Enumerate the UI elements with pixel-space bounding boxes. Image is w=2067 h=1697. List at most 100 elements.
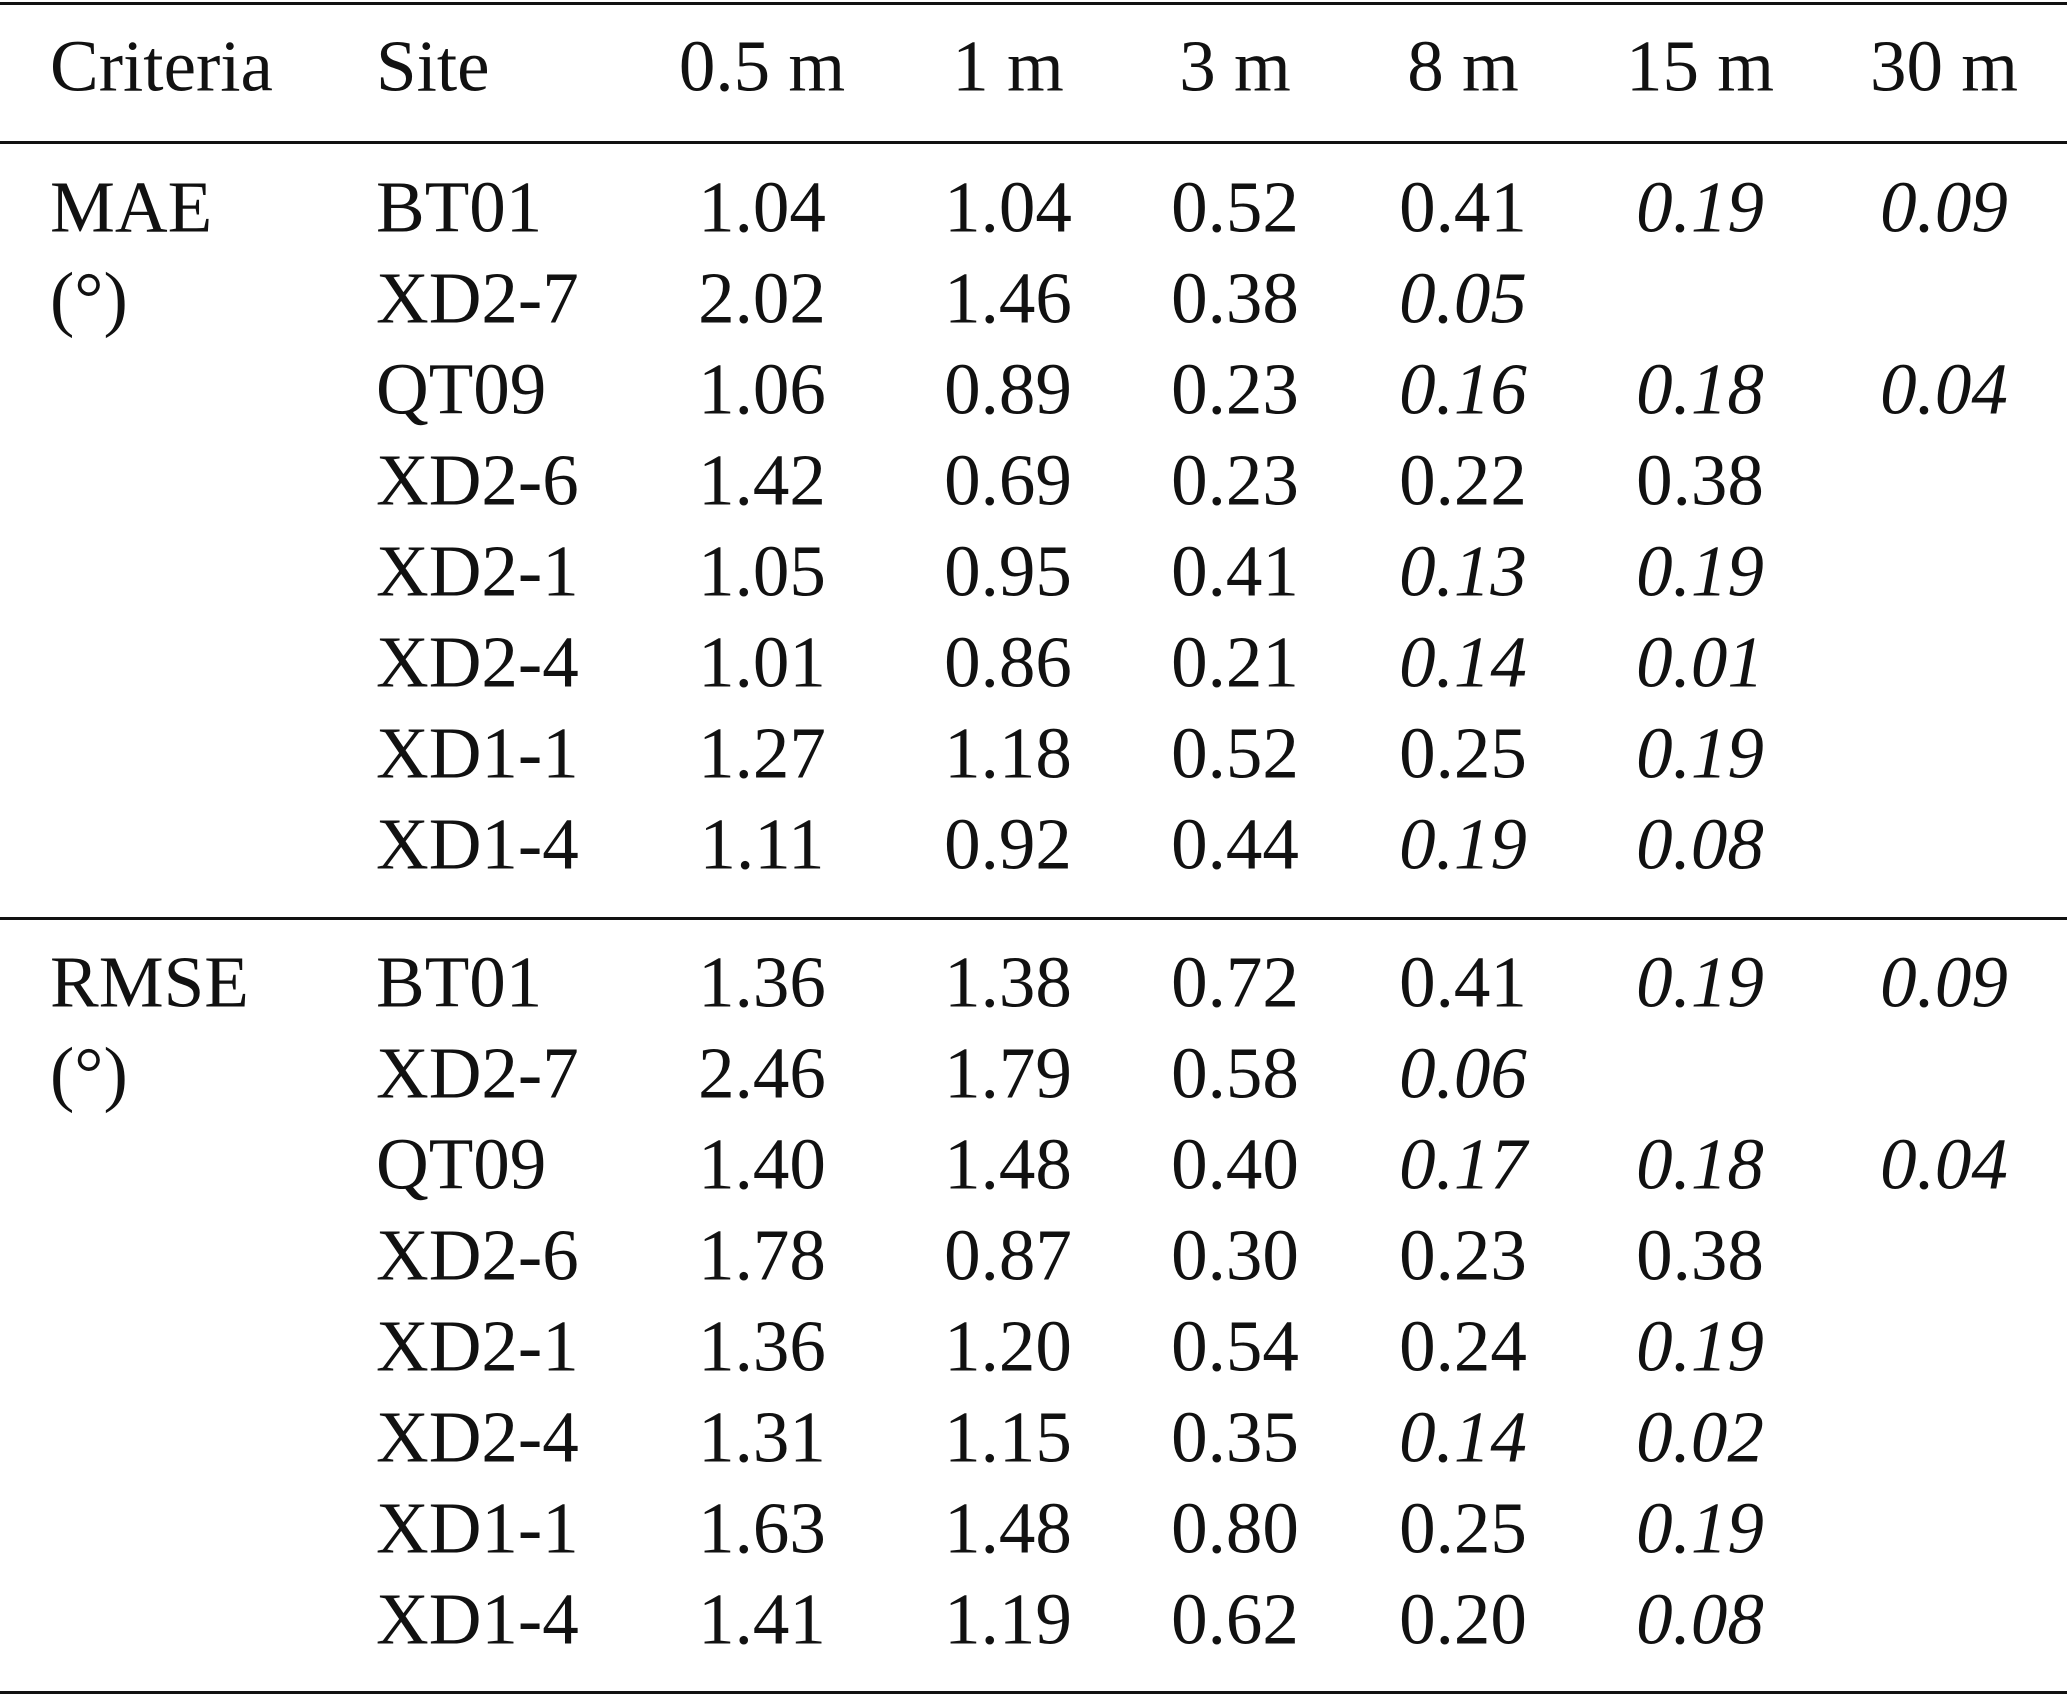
value: 0.05 xyxy=(1399,257,1527,339)
value: 0.72 xyxy=(1171,941,1299,1023)
value: 0.01 xyxy=(1636,621,1764,703)
rule xyxy=(0,2,2067,5)
value: 0.19 xyxy=(1636,1305,1764,1387)
value: 0.41 xyxy=(1399,166,1527,248)
site: BT01 xyxy=(376,941,543,1023)
site: XD2-6 xyxy=(376,1214,579,1296)
header-cell: 3 m xyxy=(1179,25,1291,107)
value: 0.38 xyxy=(1636,439,1764,521)
site: XD1-1 xyxy=(376,712,579,794)
site: XD2-1 xyxy=(376,1305,579,1387)
value: 0.24 xyxy=(1399,1305,1527,1387)
value: 0.04 xyxy=(1880,1123,2008,1205)
value: 0.18 xyxy=(1636,1123,1764,1205)
rule xyxy=(0,141,2067,144)
value: 1.36 xyxy=(698,941,826,1023)
value: 0.80 xyxy=(1171,1487,1299,1569)
value: 1.38 xyxy=(944,941,1072,1023)
value: 1.48 xyxy=(944,1487,1072,1569)
site: QT09 xyxy=(376,1123,547,1205)
value: 0.23 xyxy=(1171,439,1299,521)
value: 1.42 xyxy=(698,439,826,521)
value: 0.13 xyxy=(1399,530,1527,612)
value: 0.19 xyxy=(1636,941,1764,1023)
value: 0.20 xyxy=(1399,1578,1527,1660)
value: 1.18 xyxy=(944,712,1072,794)
header-cell: 0.5 m xyxy=(678,25,846,107)
rule xyxy=(0,917,2067,920)
value: 1.05 xyxy=(698,530,826,612)
value: 2.02 xyxy=(698,257,826,339)
site: XD1-1 xyxy=(376,1487,579,1569)
header-cell: Site xyxy=(376,25,490,107)
value: 1.78 xyxy=(698,1214,826,1296)
site: XD2-7 xyxy=(376,1032,579,1114)
value: 1.01 xyxy=(698,621,826,703)
value: 1.31 xyxy=(698,1396,826,1478)
value: 0.92 xyxy=(944,803,1072,885)
value: 0.04 xyxy=(1880,348,2008,430)
value: 0.58 xyxy=(1171,1032,1299,1114)
value: 0.18 xyxy=(1636,348,1764,430)
value: 0.06 xyxy=(1399,1032,1527,1114)
value: 0.17 xyxy=(1399,1123,1527,1205)
value: 1.40 xyxy=(698,1123,826,1205)
value: 0.86 xyxy=(944,621,1072,703)
value: 0.38 xyxy=(1636,1214,1764,1296)
criteria: MAE xyxy=(50,166,213,248)
criteria-unit: (°) xyxy=(50,1032,128,1114)
value: 1.11 xyxy=(699,803,825,885)
value: 1.06 xyxy=(698,348,826,430)
value: 1.04 xyxy=(944,166,1072,248)
site: XD2-4 xyxy=(376,1396,579,1478)
value: 1.15 xyxy=(944,1396,1072,1478)
site: XD2-4 xyxy=(376,621,579,703)
value: 0.89 xyxy=(944,348,1072,430)
value: 0.08 xyxy=(1636,1578,1764,1660)
value: 0.02 xyxy=(1636,1396,1764,1478)
value: 0.09 xyxy=(1880,941,2008,1023)
value: 0.95 xyxy=(944,530,1072,612)
value: 0.19 xyxy=(1636,1487,1764,1569)
header-cell: 15 m xyxy=(1625,25,1775,107)
header-cell: 8 m xyxy=(1407,25,1519,107)
value: 0.25 xyxy=(1399,1487,1527,1569)
value: 0.52 xyxy=(1171,712,1299,794)
value: 1.41 xyxy=(698,1578,826,1660)
value: 0.44 xyxy=(1171,803,1299,885)
value: 0.30 xyxy=(1171,1214,1299,1296)
value: 0.23 xyxy=(1171,348,1299,430)
value: 0.87 xyxy=(944,1214,1072,1296)
header-cell: 1 m xyxy=(952,25,1064,107)
criteria: RMSE xyxy=(50,941,249,1023)
value: 0.54 xyxy=(1171,1305,1299,1387)
site: XD2-6 xyxy=(376,439,579,521)
value: 1.79 xyxy=(944,1032,1072,1114)
value: 0.41 xyxy=(1171,530,1299,612)
value: 1.27 xyxy=(698,712,826,794)
value: 0.21 xyxy=(1171,621,1299,703)
value: 0.40 xyxy=(1171,1123,1299,1205)
value: 0.16 xyxy=(1399,348,1527,430)
site: XD1-4 xyxy=(376,1578,579,1660)
site: XD2-1 xyxy=(376,530,579,612)
value: 1.36 xyxy=(698,1305,826,1387)
site: XD1-4 xyxy=(376,803,579,885)
value: 0.09 xyxy=(1880,166,2008,248)
value: 0.19 xyxy=(1636,166,1764,248)
value: 1.46 xyxy=(944,257,1072,339)
site: XD2-7 xyxy=(376,257,579,339)
value: 1.48 xyxy=(944,1123,1072,1205)
site: QT09 xyxy=(376,348,547,430)
value: 0.19 xyxy=(1636,712,1764,794)
value: 0.14 xyxy=(1399,1396,1527,1478)
value: 0.14 xyxy=(1399,621,1527,703)
value: 0.69 xyxy=(944,439,1072,521)
value: 0.52 xyxy=(1171,166,1299,248)
value: 1.19 xyxy=(944,1578,1072,1660)
value: 1.04 xyxy=(698,166,826,248)
value: 0.19 xyxy=(1636,530,1764,612)
value: 0.41 xyxy=(1399,941,1527,1023)
value: 1.63 xyxy=(698,1487,826,1569)
